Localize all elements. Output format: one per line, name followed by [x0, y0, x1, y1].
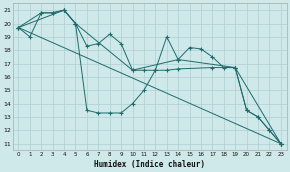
X-axis label: Humidex (Indice chaleur): Humidex (Indice chaleur)	[94, 159, 205, 169]
